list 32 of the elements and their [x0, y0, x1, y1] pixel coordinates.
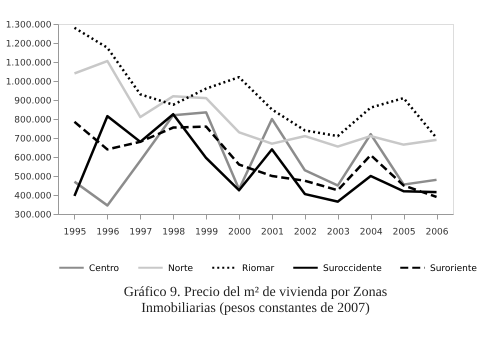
x-tick-label: 2005	[392, 228, 416, 238]
x-tick-label: 1999	[195, 228, 218, 238]
x-tick-label: 2002	[294, 228, 317, 238]
y-tick-label: 500.000	[14, 172, 52, 182]
y-tick-label: 900.000	[14, 96, 52, 106]
y-tick-label: 1.300.000	[6, 20, 52, 30]
y-tick-label: 300.000	[14, 210, 52, 220]
y-tick-label: 1.100.000	[6, 58, 52, 68]
text: Inmobiliarias (pesos constantes de 2007)	[141, 301, 370, 316]
line-series	[73, 26, 438, 140]
line-series	[73, 60, 438, 148]
legend-label: Riomar	[242, 264, 275, 274]
legend-label: Centro	[89, 264, 120, 274]
text: Gráfico 9. Precio del m² de vivienda por Zonas	[124, 285, 388, 300]
x-tick-label: 1997	[129, 228, 152, 238]
x-tick-label: 2000	[228, 228, 252, 238]
x-tick-label: 2003	[326, 228, 350, 238]
legend-label: Suroriente	[430, 264, 478, 274]
y-tick-label: 800.000	[14, 116, 52, 126]
y-tick-label: 600.000	[14, 154, 52, 164]
x-tick-label: 2004	[360, 228, 383, 238]
x-tick-label: 2001	[261, 228, 284, 238]
x-tick-label: 1996	[96, 228, 120, 238]
y-tick-label: 700.000	[14, 134, 52, 144]
x-tick-label: 1995	[64, 228, 86, 238]
legend-label: Norte	[168, 264, 194, 274]
x-tick-label: 1998	[162, 228, 186, 238]
legend-label: Suroccidente	[323, 264, 382, 274]
x-tick-label: 2006	[426, 228, 449, 238]
y-tick-label: 1.200.000	[6, 40, 52, 50]
y-tick-label: 400.000	[14, 192, 52, 202]
y-tick-label: 1.000.000	[6, 78, 52, 88]
